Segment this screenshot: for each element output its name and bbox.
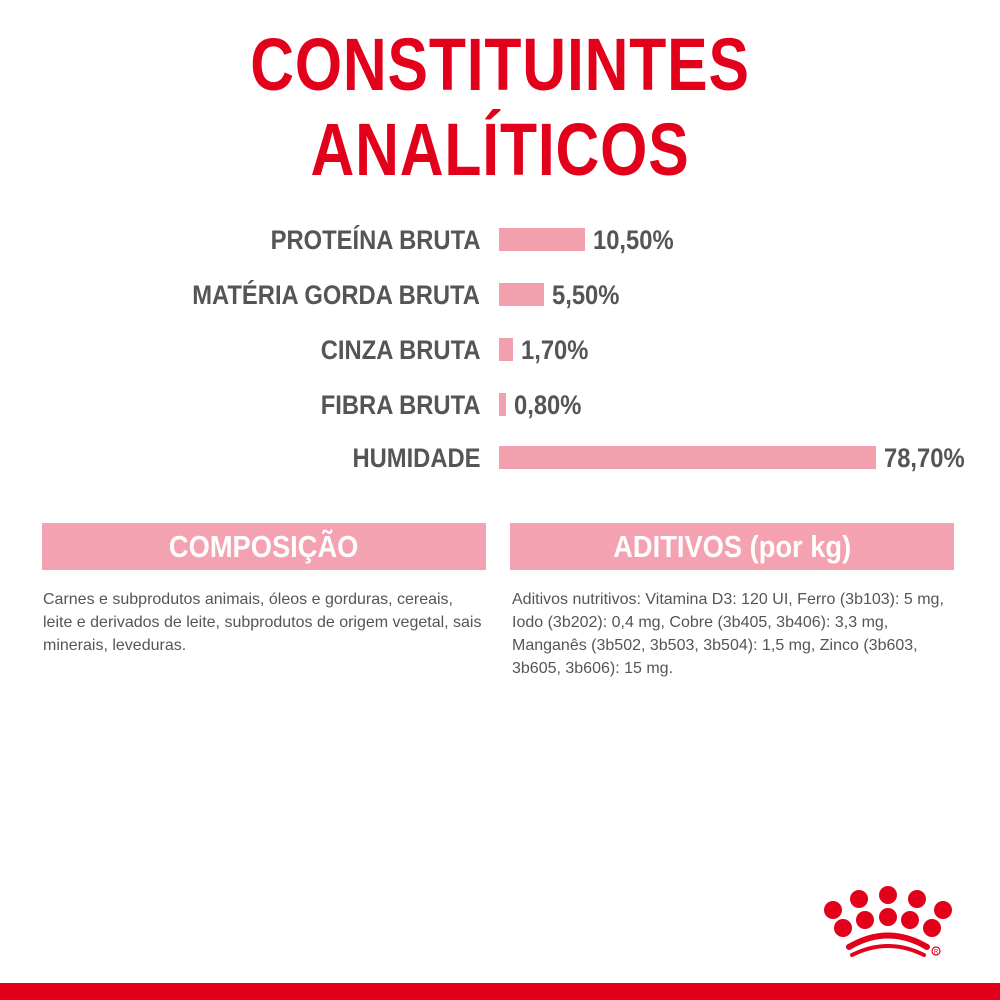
category-label: HUMIDADE (351, 443, 480, 473)
additives-text: Aditivos nutritivos: Vitamina D3: 120 UI… (512, 591, 944, 677)
chart-row: CINZA BRUTA 1,70% (0, 335, 1000, 365)
data-label: 5,50% (552, 280, 620, 310)
bar (499, 228, 586, 251)
data-label: 0,80% (513, 390, 581, 420)
category-label: FIBRA BRUTA (320, 390, 480, 420)
additives-header-text: ADITIVOS (por kg) (613, 529, 851, 564)
svg-text:R: R (934, 950, 939, 956)
chart-row: FIBRA BRUTA 0,80% (0, 390, 1000, 420)
royal-canin-crown-logo: R (824, 886, 952, 957)
composition-header: COMPOSIÇÃO (42, 523, 486, 570)
data-label: 78,70% (884, 443, 965, 473)
category-label: CINZA BRUTA (320, 335, 480, 365)
chart-row: PROTEÍNA BRUTA 10,50% (0, 225, 1000, 255)
composition-header-text: COMPOSIÇÃO (169, 529, 359, 564)
bar (499, 446, 876, 469)
data-label: 1,70% (520, 335, 589, 365)
chart-row: HUMIDADE 78,70% (0, 443, 1000, 473)
bar (499, 338, 513, 361)
page-title-text: CONSTITUINTES ANALÍTICOS (250, 23, 750, 191)
bar (499, 283, 545, 306)
footer-red-bar (0, 983, 1000, 1000)
category-label: MATÉRIA GORDA BRUTA (192, 280, 480, 310)
chart-row: MATÉRIA GORDA BRUTA 5,50% (0, 280, 1000, 310)
category-label: PROTEÍNA BRUTA (270, 225, 480, 255)
additives-header: ADITIVOS (por kg) (510, 523, 954, 570)
bar (499, 393, 506, 416)
data-label: 10,50% (593, 225, 674, 255)
page-title: CONSTITUINTES ANALÍTICOS (0, 22, 1000, 192)
composition-text: Carnes e subprodutos animais, óleos e go… (43, 591, 482, 654)
